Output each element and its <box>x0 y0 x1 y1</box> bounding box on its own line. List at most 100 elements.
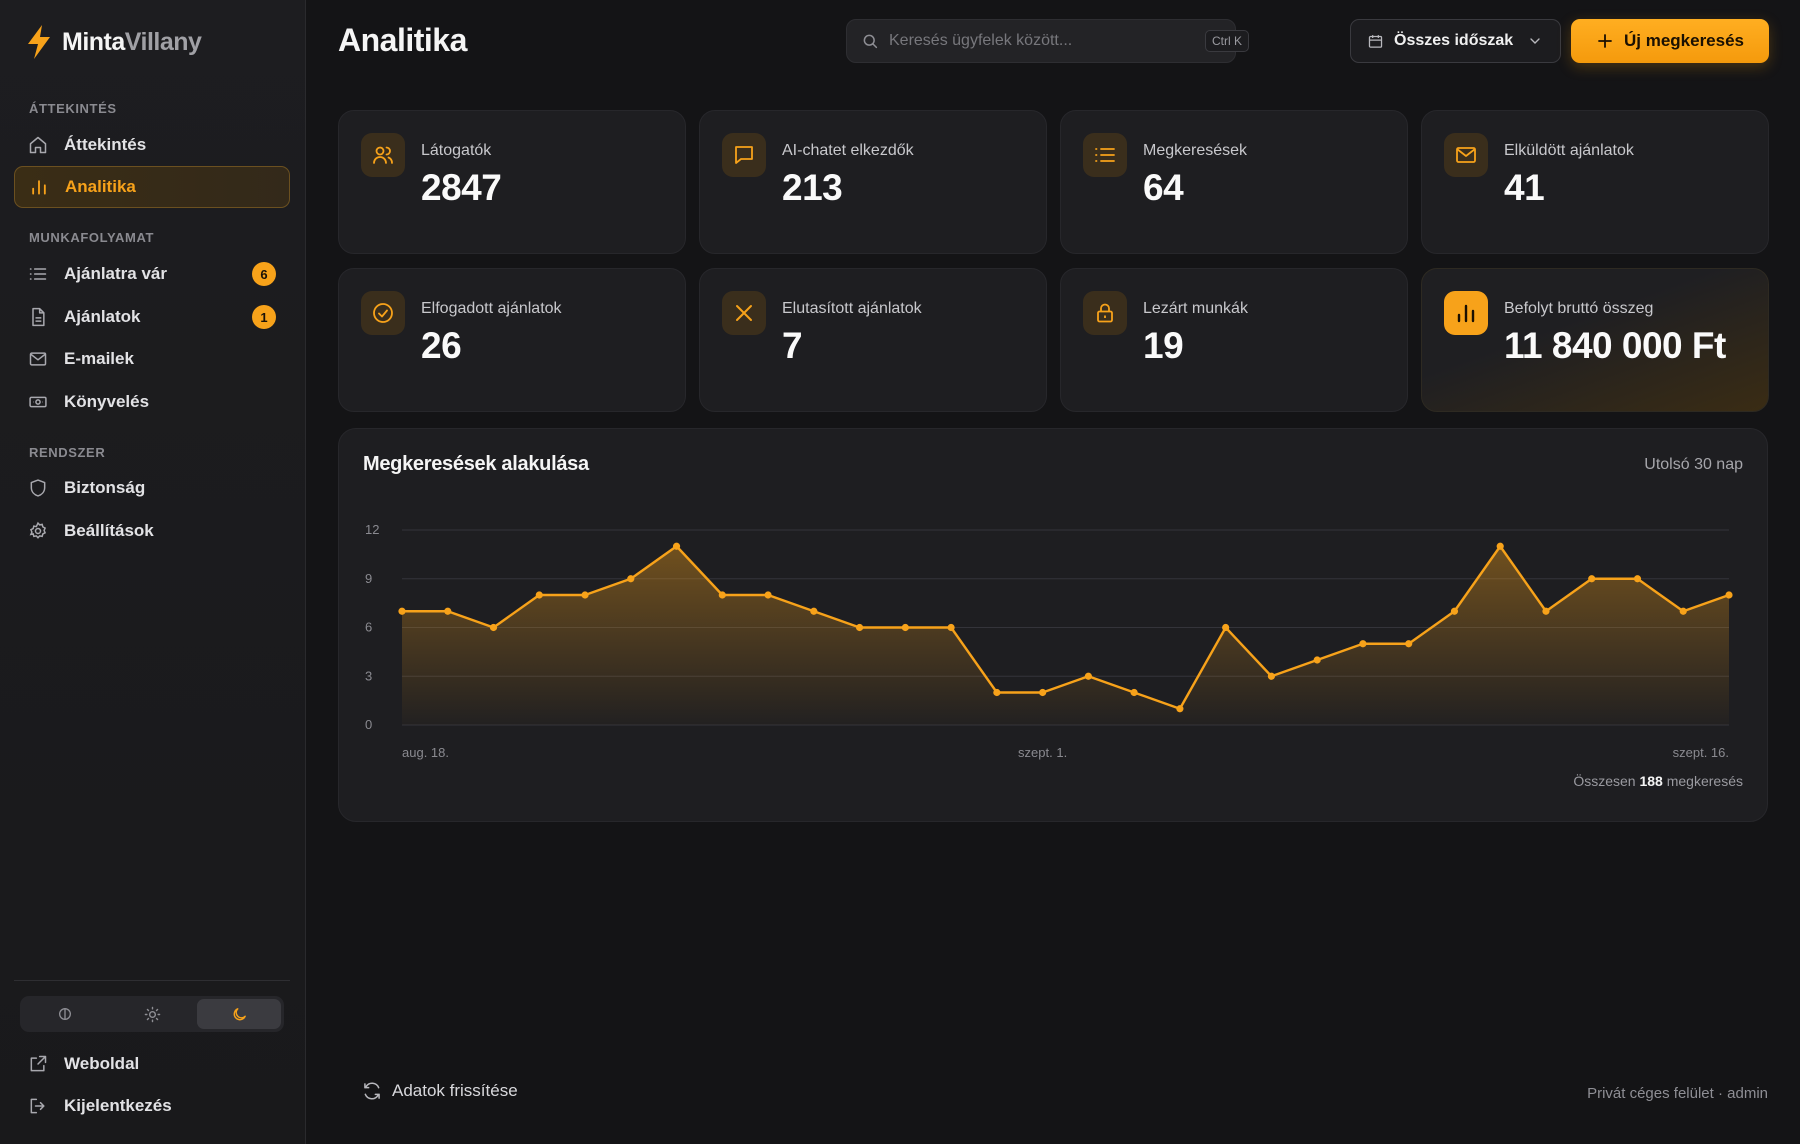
data-point <box>764 591 772 599</box>
sun-icon <box>144 1006 160 1022</box>
data-point <box>1359 640 1367 648</box>
sidebar-item-settings[interactable]: Beállítások <box>14 510 290 552</box>
list-icon <box>1095 148 1115 162</box>
data-point <box>1542 607 1550 615</box>
sidebar-item-label: Ajánlatok <box>64 307 141 326</box>
sidebar-item-label: Áttekintés <box>64 135 147 154</box>
chat-icon <box>735 146 753 164</box>
stat-value: 64 <box>1143 167 1184 208</box>
sidebar-item-label: Biztonság <box>64 478 146 497</box>
brand-logo[interactable]: MintaVillany <box>26 24 202 60</box>
stat-label: Megkeresések <box>1143 142 1248 159</box>
users-icon <box>373 146 393 164</box>
data-point <box>1588 575 1596 583</box>
sidebar-item-label: Weboldal <box>64 1054 140 1073</box>
sidebar-item-emails[interactable]: E-mailek <box>14 338 290 380</box>
data-point <box>1130 688 1138 697</box>
calendar-icon <box>1368 34 1383 48</box>
theme-light-button[interactable] <box>110 999 194 1029</box>
sidebar-item-overview[interactable]: Áttekintés <box>14 124 290 166</box>
data-point <box>1405 640 1413 648</box>
stat-card-gross-revenue: Befolyt bruttó összeg 11 840 000 Ft <box>1421 268 1769 412</box>
home-icon <box>29 136 47 154</box>
sidebar-item-label: Kijelentkezés <box>64 1096 172 1115</box>
data-point <box>947 623 955 632</box>
sidebar-item-label: E-mailek <box>64 349 134 368</box>
bar-chart-icon <box>32 180 46 195</box>
search-input[interactable] <box>889 32 1179 50</box>
data-point <box>627 575 635 583</box>
sidebar-item-label: Analitika <box>65 177 136 196</box>
system-theme-icon <box>59 1008 71 1020</box>
nav-section-title: ÁTTEKINTÉS <box>29 101 117 116</box>
y-tick-label: 9 <box>365 571 372 586</box>
sidebar-item-security[interactable]: Biztonság <box>14 467 290 509</box>
gear-icon <box>29 521 47 539</box>
data-point <box>1496 542 1504 550</box>
new-inquiry-label: Új megkeresés <box>1623 31 1745 50</box>
sidebar-item-awaiting-quote[interactable]: Ajánlatra vár 6 <box>14 253 290 295</box>
data-point <box>535 591 543 599</box>
stat-label: Látogatók <box>421 142 492 159</box>
mail-icon <box>1456 147 1476 163</box>
period-select-value: Összes időszak <box>1394 32 1514 49</box>
page-title: Analitika <box>338 22 467 58</box>
stat-value: 7 <box>782 325 803 366</box>
data-point <box>1679 607 1687 615</box>
sidebar-item-logout[interactable]: Kijelentkezés <box>14 1085 290 1127</box>
cash-icon <box>29 396 47 408</box>
lightning-icon <box>28 25 50 59</box>
search-box[interactable]: Ctrl K <box>846 19 1249 63</box>
brand-name: MintaVillany <box>62 27 202 56</box>
sidebar-divider <box>14 980 290 981</box>
y-tick-label: 6 <box>365 620 372 635</box>
moon-icon <box>233 1007 246 1020</box>
stat-label: AI-chatet elkezdők <box>782 142 914 159</box>
stat-card-rejected-quotes: Elutasított ajánlatok 7 <box>699 268 1047 412</box>
stat-card-inquiries: Megkeresések 64 <box>1060 110 1408 254</box>
external-link-icon <box>30 1055 47 1072</box>
logout-icon <box>30 1098 45 1114</box>
chart-total-value: 188 <box>1639 773 1663 789</box>
plus-icon <box>1598 34 1612 48</box>
data-point <box>855 623 864 632</box>
inquiries-chart: 0 3 6 9 12 aug. 18. szept. 1. szept. 16. <box>365 522 1733 760</box>
nav-section-title: RENDSZER <box>29 445 106 460</box>
mail-icon <box>29 352 47 366</box>
sidebar-item-website[interactable]: Weboldal <box>14 1043 290 1085</box>
chart-total: Összesen 188 megkeresés <box>1573 773 1743 789</box>
new-inquiry-button[interactable]: Új megkeresés <box>1571 19 1769 63</box>
data-point <box>810 607 818 615</box>
shield-icon <box>30 479 46 497</box>
bar-chart-icon <box>1457 304 1475 323</box>
stat-value: 41 <box>1504 167 1545 208</box>
chevron-down-icon <box>1530 38 1540 44</box>
refresh-data-button[interactable]: Adatok frissítése <box>362 1081 518 1101</box>
data-point <box>1313 656 1321 664</box>
data-point <box>1633 575 1642 583</box>
sidebar-item-label: Könyvelés <box>64 392 150 411</box>
refresh-label: Adatok frissítése <box>392 1081 518 1100</box>
stat-label: Elfogadott ajánlatok <box>421 300 562 317</box>
data-point <box>1222 623 1230 632</box>
theme-system-button[interactable] <box>23 999 107 1029</box>
list-icon <box>29 268 47 280</box>
data-point <box>901 623 909 632</box>
stat-label: Lezárt munkák <box>1143 300 1248 317</box>
sidebar-item-label: Beállítások <box>64 521 154 540</box>
sidebar-item-analytics[interactable]: Analitika <box>14 166 290 208</box>
theme-dark-button[interactable] <box>197 999 281 1029</box>
data-point <box>1084 672 1092 680</box>
stat-card-ai-chat: AI-chatet elkezdők 213 <box>699 110 1047 254</box>
count-badge: 6 <box>252 262 276 286</box>
data-point <box>398 607 406 615</box>
chart-period: Utolsó 30 nap <box>1644 456 1743 473</box>
footer-note: Privát céges felület · admin <box>1587 1085 1768 1102</box>
sidebar-item-quotes[interactable]: Ajánlatok 1 <box>14 296 290 338</box>
document-icon <box>32 307 45 327</box>
sidebar-item-label: Ajánlatra vár <box>64 264 167 283</box>
period-select[interactable]: Összes időszak <box>1350 19 1561 63</box>
sidebar-item-accounting[interactable]: Könyvelés <box>14 381 290 423</box>
stat-label: Elutasított ajánlatok <box>782 300 922 317</box>
data-point <box>672 542 681 550</box>
